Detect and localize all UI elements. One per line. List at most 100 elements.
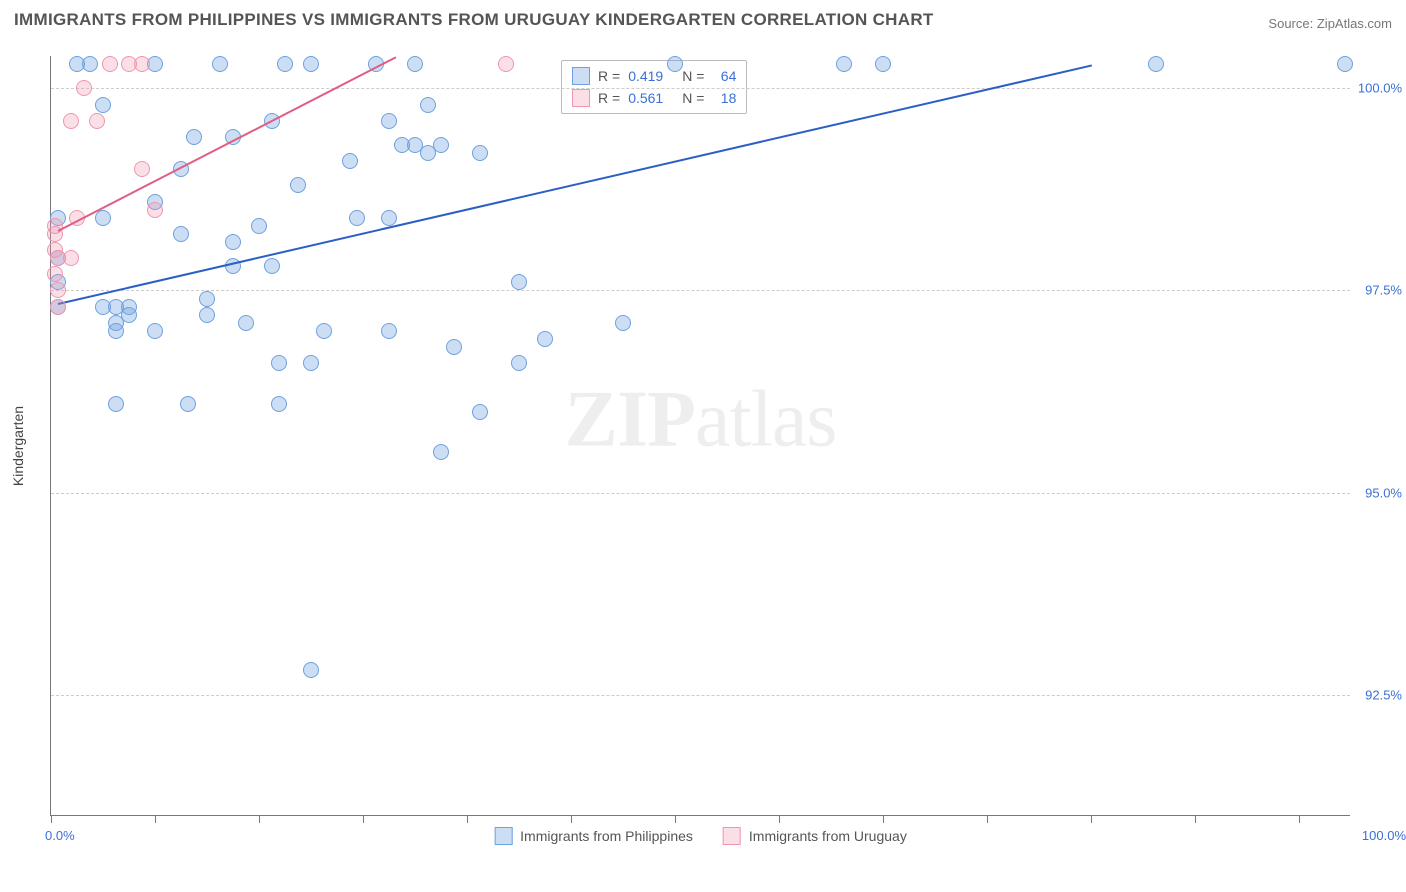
scatter-point (89, 113, 105, 129)
scatter-point (1337, 56, 1353, 72)
scatter-point (875, 56, 891, 72)
scatter-point (180, 396, 196, 412)
scatter-point (50, 282, 66, 298)
legend-bottom: Immigrants from Philippines Immigrants f… (494, 827, 907, 845)
grid-line (51, 695, 1350, 696)
scatter-point (433, 444, 449, 460)
legend-item-uruguay: Immigrants from Uruguay (723, 827, 907, 845)
x-tick (155, 815, 156, 823)
scatter-point (511, 355, 527, 371)
scatter-point (316, 323, 332, 339)
scatter-point (108, 396, 124, 412)
scatter-point (342, 153, 358, 169)
scatter-point (251, 218, 267, 234)
scatter-point (147, 323, 163, 339)
legend-r-label-1: R = (598, 68, 620, 84)
scatter-point (381, 210, 397, 226)
x-tick (363, 815, 364, 823)
swatch-blue-icon (572, 67, 590, 85)
scatter-point (511, 274, 527, 290)
legend-label-philippines: Immigrants from Philippines (520, 828, 693, 844)
chart-title: IMMIGRANTS FROM PHILIPPINES VS IMMIGRANT… (14, 10, 934, 30)
scatter-point (134, 161, 150, 177)
plot-area: ZIPatlas R = 0.419 N = 64 R = 0.561 N = … (50, 56, 1350, 816)
scatter-point (407, 56, 423, 72)
x-tick (1195, 815, 1196, 823)
x-tick (259, 815, 260, 823)
scatter-point (102, 56, 118, 72)
scatter-point (264, 258, 280, 274)
scatter-point (63, 250, 79, 266)
scatter-point (134, 56, 150, 72)
x-tick (1299, 815, 1300, 823)
scatter-point (95, 210, 111, 226)
scatter-point (212, 56, 228, 72)
y-tick-label: 95.0% (1354, 485, 1402, 500)
scatter-point (472, 145, 488, 161)
source-text: ZipAtlas.com (1317, 16, 1392, 31)
scatter-point (186, 129, 202, 145)
legend-n-value-2: 18 (712, 90, 736, 106)
scatter-point (108, 323, 124, 339)
legend-correlation-box: R = 0.419 N = 64 R = 0.561 N = 18 (561, 60, 747, 114)
grid-line (51, 290, 1350, 291)
scatter-point (303, 355, 319, 371)
scatter-point (472, 404, 488, 420)
scatter-point (303, 662, 319, 678)
scatter-point (238, 315, 254, 331)
scatter-point (537, 331, 553, 347)
x-axis-max-label: 100.0% (1362, 828, 1406, 843)
scatter-point (50, 299, 66, 315)
scatter-point (271, 355, 287, 371)
scatter-point (349, 210, 365, 226)
watermark-atlas: atlas (695, 376, 837, 464)
scatter-point (381, 113, 397, 129)
x-tick (467, 815, 468, 823)
y-axis-title: Kindergarten (10, 406, 26, 486)
y-tick-label: 100.0% (1354, 81, 1402, 96)
source-label: Source: (1268, 16, 1313, 31)
x-tick (883, 815, 884, 823)
trend-line (57, 56, 396, 232)
scatter-point (290, 177, 306, 193)
scatter-point (433, 137, 449, 153)
legend-n-value-1: 64 (712, 68, 736, 84)
swatch-pink-icon (572, 89, 590, 107)
scatter-point (199, 307, 215, 323)
scatter-point (420, 97, 436, 113)
scatter-point (498, 56, 514, 72)
x-tick (779, 815, 780, 823)
x-tick (1091, 815, 1092, 823)
x-tick (571, 815, 572, 823)
x-tick (51, 815, 52, 823)
scatter-point (121, 307, 137, 323)
legend-item-philippines: Immigrants from Philippines (494, 827, 693, 845)
scatter-point (615, 315, 631, 331)
swatch-blue-icon (494, 827, 512, 845)
legend-r-value-2: 0.561 (628, 90, 674, 106)
source-attribution: Source: ZipAtlas.com (1268, 16, 1392, 31)
grid-line (51, 493, 1350, 494)
scatter-point (1148, 56, 1164, 72)
scatter-point (173, 226, 189, 242)
chart-container: IMMIGRANTS FROM PHILIPPINES VS IMMIGRANT… (0, 0, 1406, 892)
legend-row-philippines: R = 0.419 N = 64 (572, 65, 736, 87)
scatter-point (836, 56, 852, 72)
watermark: ZIPatlas (565, 375, 837, 466)
scatter-point (271, 396, 287, 412)
scatter-point (147, 202, 163, 218)
legend-n-label-1: N = (682, 68, 704, 84)
legend-r-value-1: 0.419 (628, 68, 674, 84)
scatter-point (76, 80, 92, 96)
x-axis-min-label: 0.0% (45, 828, 75, 843)
watermark-zip: ZIP (565, 376, 695, 464)
x-tick (675, 815, 676, 823)
y-tick-label: 92.5% (1354, 687, 1402, 702)
y-tick-label: 97.5% (1354, 283, 1402, 298)
x-tick (987, 815, 988, 823)
scatter-point (225, 234, 241, 250)
legend-label-uruguay: Immigrants from Uruguay (749, 828, 907, 844)
legend-row-uruguay: R = 0.561 N = 18 (572, 87, 736, 109)
scatter-point (381, 323, 397, 339)
scatter-point (63, 113, 79, 129)
